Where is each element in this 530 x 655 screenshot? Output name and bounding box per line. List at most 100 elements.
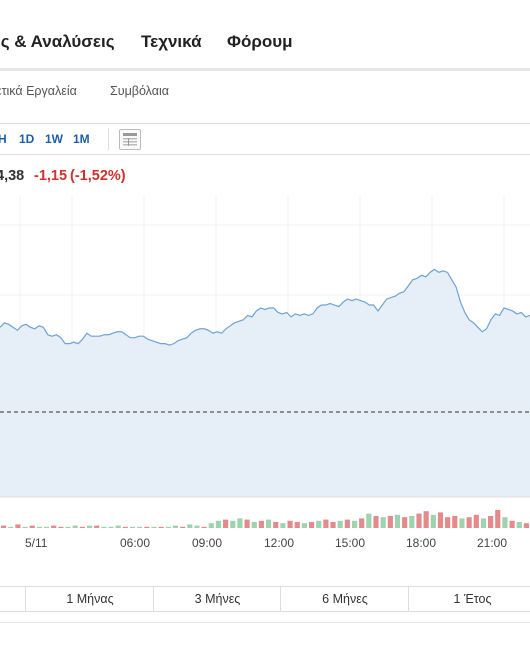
volume-bar bbox=[280, 523, 286, 528]
volume-bar bbox=[172, 525, 179, 528]
subnav-contracts[interactable]: Συμβόλαια bbox=[110, 84, 169, 98]
last-price: 4,38 bbox=[0, 168, 25, 184]
divider bbox=[0, 622, 530, 623]
volume-bar bbox=[445, 517, 451, 528]
volume-bar bbox=[251, 522, 257, 528]
timeframe-1d[interactable]: 1D bbox=[19, 132, 35, 146]
range-1-month[interactable]: 1 Μήνας bbox=[25, 587, 154, 611]
volume-bar bbox=[58, 526, 64, 528]
subnav-tools[interactable]: ετικά Εργαλεία bbox=[0, 84, 77, 98]
range-partial-left[interactable] bbox=[0, 587, 25, 611]
volume-bar bbox=[316, 520, 322, 528]
volume-bar bbox=[230, 520, 236, 528]
volume-bar bbox=[194, 525, 200, 528]
volume-bar bbox=[108, 526, 114, 528]
price-area bbox=[0, 269, 530, 497]
volume-bar bbox=[101, 526, 107, 528]
volume-bar bbox=[466, 517, 472, 528]
volume-bar bbox=[72, 525, 78, 528]
price-line bbox=[0, 268, 530, 346]
volume-bar bbox=[287, 520, 293, 528]
sub-navigation: ετικά Εργαλεία Συμβόλαια bbox=[0, 71, 530, 124]
volume-bar bbox=[330, 522, 336, 528]
table-grid-icon[interactable] bbox=[119, 129, 141, 150]
volume-bar bbox=[394, 514, 401, 528]
volume-bar bbox=[244, 519, 250, 528]
nav-news-analysis[interactable]: ις & Αναλύσεις bbox=[0, 32, 115, 51]
volume-bar bbox=[144, 526, 150, 528]
volume-bar bbox=[201, 526, 207, 528]
volume-bar bbox=[86, 525, 93, 528]
top-navigation: ις & Αναλύσεις Τεχνικά Φόρουμ bbox=[0, 0, 530, 71]
range-3-months[interactable]: 3 Μήνες bbox=[153, 587, 281, 611]
volume-bar bbox=[301, 523, 307, 528]
volume-bar bbox=[473, 514, 479, 528]
range-6-months[interactable]: 6 Μήνες bbox=[280, 587, 409, 611]
volume-bar bbox=[488, 516, 494, 528]
volume-bar bbox=[495, 510, 501, 528]
x-tick-label: 15:00 bbox=[335, 536, 366, 550]
volume-bar bbox=[480, 518, 487, 528]
volume-bar bbox=[180, 526, 186, 528]
volume-bar bbox=[502, 517, 508, 528]
volume-bar bbox=[380, 517, 386, 528]
volume-bar bbox=[430, 514, 436, 528]
volume-bar bbox=[437, 512, 444, 528]
x-tick-label: 5/11 bbox=[25, 536, 48, 550]
volume-bar bbox=[208, 523, 214, 528]
volume-bar bbox=[509, 520, 515, 528]
volume-bar bbox=[387, 516, 393, 528]
volume-bar bbox=[344, 519, 350, 528]
x-tick-label: 09:00 bbox=[192, 536, 223, 550]
volume-bar bbox=[266, 519, 272, 528]
volume-bar bbox=[294, 522, 300, 528]
timeframe-1w[interactable]: 1W bbox=[45, 132, 63, 146]
volume-bar bbox=[452, 516, 458, 528]
volume-bars bbox=[1, 510, 529, 528]
volume-bar bbox=[402, 517, 408, 528]
chart-toolbar: H 1D 1W 1M bbox=[0, 124, 530, 155]
volume-bar bbox=[423, 511, 429, 528]
timeframe-1m[interactable]: 1M bbox=[73, 132, 90, 146]
x-tick-label: 21:00 bbox=[477, 536, 508, 550]
volume-bar bbox=[151, 526, 157, 528]
volume-bar bbox=[43, 526, 50, 528]
volume-bar bbox=[94, 525, 100, 528]
volume-bar bbox=[237, 518, 243, 528]
volume-bar bbox=[523, 523, 529, 528]
volume-bar bbox=[215, 520, 222, 528]
volume-bar bbox=[79, 526, 85, 528]
volume-bar bbox=[15, 524, 21, 528]
volume-bar bbox=[137, 526, 143, 528]
price-change: -1,15 bbox=[34, 168, 68, 184]
x-tick-label: 06:00 bbox=[120, 536, 151, 550]
volume-bar bbox=[165, 526, 171, 528]
x-tick-label: 12:00 bbox=[264, 536, 295, 550]
volume-bar bbox=[122, 526, 128, 528]
volume-bar bbox=[223, 519, 229, 528]
volume-bar bbox=[273, 522, 279, 528]
volume-bar bbox=[459, 518, 465, 528]
timeframe-hour[interactable]: H bbox=[0, 132, 7, 146]
volume-bar bbox=[416, 513, 422, 528]
x-tick-label: 18:00 bbox=[406, 536, 437, 550]
volume-bar bbox=[65, 526, 71, 528]
range-1-year[interactable]: 1 Έτος bbox=[408, 587, 530, 611]
volume-bar bbox=[516, 522, 522, 528]
price-change-percent: (-1,52%) bbox=[70, 168, 126, 184]
volume-bar bbox=[359, 518, 365, 528]
volume-bar bbox=[1, 525, 7, 528]
volume-bar bbox=[8, 526, 14, 528]
price-chart[interactable] bbox=[0, 195, 530, 535]
volume-bar bbox=[22, 526, 28, 528]
volume-bar bbox=[158, 526, 164, 528]
volume-bar bbox=[129, 526, 136, 528]
toolbar-divider bbox=[108, 128, 109, 150]
volume-bar bbox=[36, 526, 42, 528]
nav-technical[interactable]: Τεχνικά bbox=[141, 32, 202, 51]
volume-bar bbox=[51, 525, 57, 528]
volume-bar bbox=[29, 525, 35, 528]
volume-bar bbox=[258, 520, 264, 528]
volume-bar bbox=[366, 513, 372, 528]
nav-forum[interactable]: Φόρουμ bbox=[227, 32, 293, 51]
